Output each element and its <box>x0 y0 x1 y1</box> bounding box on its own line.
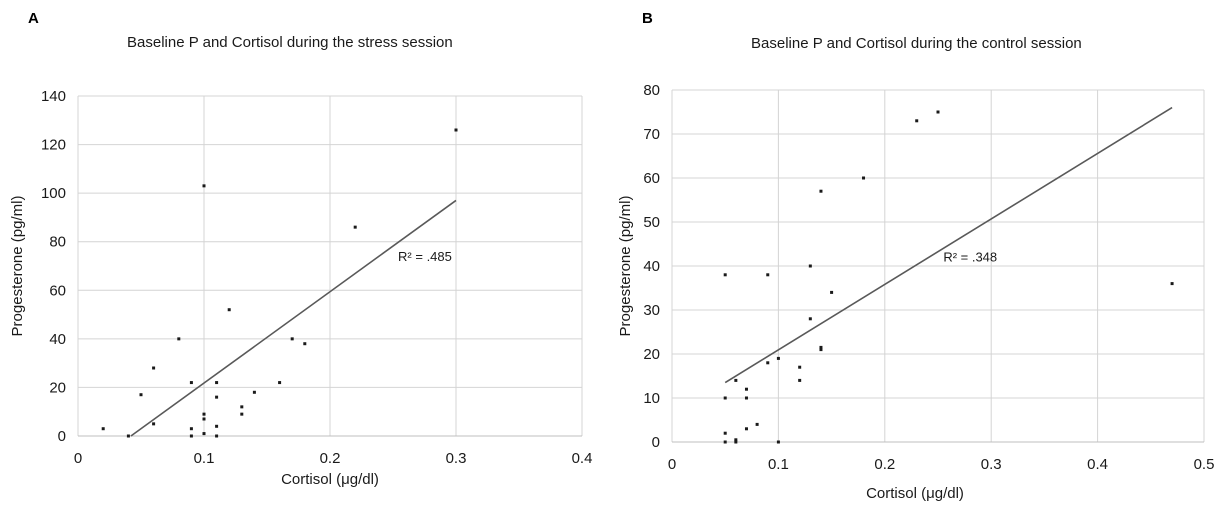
x-tick-label: 0.4 <box>572 450 593 467</box>
data-point <box>202 412 206 416</box>
x-tick-label: 0 <box>668 456 676 473</box>
y-tick-label: 20 <box>49 379 66 396</box>
data-point <box>202 184 206 188</box>
x-tick-label: 0.3 <box>981 456 1002 473</box>
x-tick-label: 0.5 <box>1194 456 1215 473</box>
y-tick-label: 0 <box>652 434 660 451</box>
chart-title: Baseline P and Cortisol during the contr… <box>751 35 1082 52</box>
data-point <box>744 396 748 400</box>
trendline <box>724 106 1173 384</box>
x-tick-label: 0.1 <box>194 450 215 467</box>
scatter-plot: 0 0.1 0.2 0.3 0.4 0.5 0 10 20 30 40 50 60 70 80 Cortiso… <box>617 82 1215 502</box>
x-axis-label: Cortisol (μg/dl) <box>866 485 964 502</box>
y-tick-label: 140 <box>41 88 66 105</box>
data-point <box>819 189 823 193</box>
scatter-plot: 0 0.1 0.2 0.3 0.4 0 20 40 60 80 100 120 140 Cortisol … <box>9 88 593 488</box>
data-point <box>798 365 802 369</box>
data-point <box>808 317 812 321</box>
data-point <box>202 417 206 421</box>
y-tick-label: 40 <box>643 258 660 275</box>
data-point <box>734 378 738 382</box>
data-point <box>240 405 244 409</box>
data-point <box>723 431 727 435</box>
panel-label: A <box>28 10 39 27</box>
data-point <box>744 427 748 431</box>
data-point <box>734 440 738 444</box>
data-point <box>808 264 812 268</box>
data-point <box>766 361 770 365</box>
data-point <box>915 119 919 123</box>
x-axis-label: Cortisol (μg/dl) <box>281 471 379 488</box>
y-tick-label: 50 <box>643 214 660 231</box>
data-point <box>862 176 866 180</box>
data-point <box>177 337 181 341</box>
data-point <box>139 393 143 397</box>
data-point <box>215 381 219 385</box>
data-point <box>215 395 219 399</box>
data-point <box>189 381 193 385</box>
x-tick-label: 0.3 <box>446 450 467 467</box>
y-tick-label: 0 <box>58 428 66 445</box>
data-point <box>252 390 256 394</box>
y-tick-label: 30 <box>643 302 660 319</box>
data-point <box>353 225 357 229</box>
x-tick-label: 0.1 <box>768 456 789 473</box>
data-point <box>798 378 802 382</box>
data-point <box>189 434 193 438</box>
data-point <box>830 290 834 294</box>
data-point <box>278 381 282 385</box>
data-point <box>215 424 219 428</box>
y-tick-label: 20 <box>643 346 660 363</box>
y-tick-label: 60 <box>49 282 66 299</box>
y-tick-label: 10 <box>643 390 660 407</box>
data-point <box>152 422 156 426</box>
data-point <box>755 422 759 426</box>
data-point <box>126 434 130 438</box>
x-tick-label: 0.2 <box>874 456 895 473</box>
y-tick-label: 60 <box>643 170 660 187</box>
data-point <box>101 427 105 431</box>
y-tick-label: 100 <box>41 185 66 202</box>
chart-title: Baseline P and Cortisol during the stres… <box>127 34 453 51</box>
data-point <box>290 337 294 341</box>
data-point <box>227 308 231 312</box>
data-point <box>454 128 458 132</box>
data-point <box>776 440 780 444</box>
data-point <box>776 356 780 360</box>
data-point <box>744 387 748 391</box>
data-point <box>152 366 156 370</box>
data-point <box>819 348 823 352</box>
data-point <box>766 273 770 277</box>
y-tick-label: 80 <box>643 82 660 99</box>
data-point <box>202 432 206 436</box>
trendline <box>130 199 457 437</box>
data-point <box>734 438 738 442</box>
chart-panel-b: B Baseline P and Cortisol during the con… <box>612 0 1223 509</box>
chart-panel-a: A Baseline P and Cortisol during the str… <box>9 10 593 488</box>
y-tick-label: 120 <box>41 137 66 154</box>
data-point <box>723 440 727 444</box>
data-point <box>215 434 219 438</box>
x-tick-label: 0.2 <box>320 450 341 467</box>
data-point <box>723 273 727 277</box>
data-point <box>723 396 727 400</box>
data-point <box>189 427 193 431</box>
y-tick-label: 70 <box>643 126 660 143</box>
data-point <box>819 345 823 349</box>
y-tick-label: 40 <box>49 331 66 348</box>
y-axis-label: Progesterone (pg/ml) <box>9 196 26 337</box>
y-axis-label: Progesterone (pg/ml) <box>617 196 634 337</box>
panel-label: B <box>642 10 653 27</box>
data-point <box>1170 282 1174 286</box>
data-point <box>240 412 244 416</box>
r-squared-label: R² = .348 <box>943 250 997 265</box>
data-point <box>936 110 940 114</box>
data-point <box>303 342 307 346</box>
r-squared-label: R² = .485 <box>398 249 452 264</box>
x-tick-label: 0 <box>74 450 82 467</box>
x-tick-label: 0.4 <box>1087 456 1108 473</box>
y-tick-label: 80 <box>49 234 66 251</box>
